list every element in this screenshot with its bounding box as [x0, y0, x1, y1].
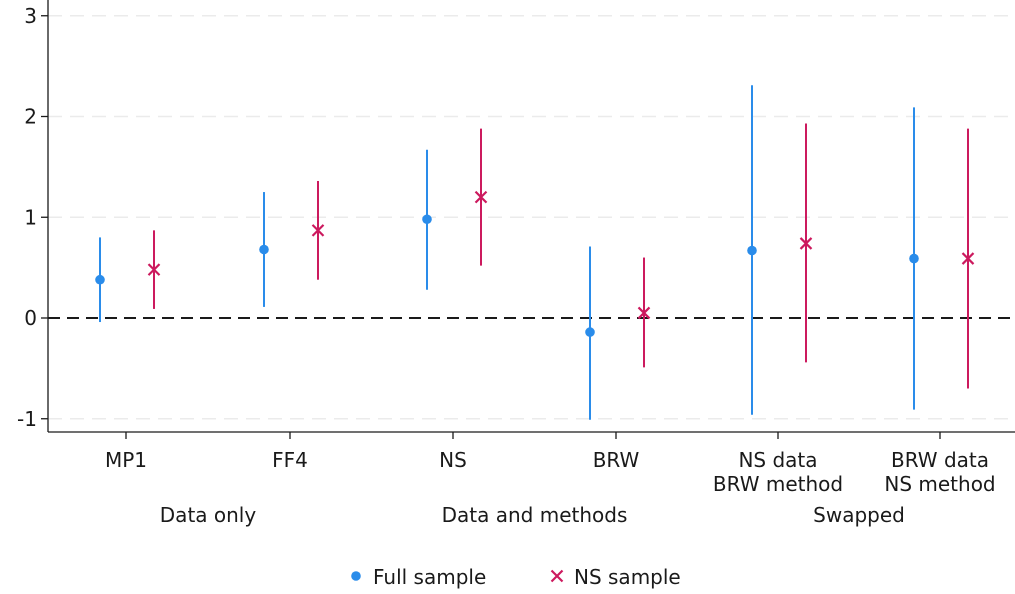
group-labels: Data only Data and methods Swapped — [160, 503, 905, 527]
x-tick-label: BRW method — [713, 472, 843, 496]
point-estimate-x — [799, 237, 813, 250]
group-label: Data and methods — [442, 503, 628, 527]
point-estimate-x — [311, 224, 325, 237]
y-tick-label: 2 — [24, 105, 37, 129]
point-estimate-dot — [747, 245, 757, 256]
y-tick-label: 3 — [24, 4, 37, 28]
group-label: Swapped — [813, 503, 905, 527]
point-estimate-x — [474, 190, 488, 204]
x-tick-label: NS method — [884, 472, 995, 496]
point-estimate-dot — [909, 253, 919, 264]
x-tick-label: MP1 — [105, 448, 147, 472]
series — [95, 85, 975, 420]
point-estimate-dot — [259, 244, 269, 255]
legend-x-icon — [550, 569, 564, 583]
point-estimate-x — [961, 252, 975, 265]
legend: Full sample NS sample — [351, 565, 681, 589]
x-tick-label: NS — [439, 448, 467, 472]
point-estimate-dot — [95, 274, 105, 285]
point-estimate-dot — [422, 214, 432, 225]
series-full-sample — [95, 85, 919, 420]
legend-label: NS sample — [574, 565, 681, 589]
y-tick-label: 0 — [24, 306, 37, 330]
x-tick-label: NS data — [738, 448, 817, 472]
group-label: Data only — [160, 503, 257, 527]
x-tick-label: BRW — [593, 448, 640, 472]
x-tick-label: FF4 — [272, 448, 308, 472]
axes: -1 0 1 2 3 — [17, 0, 1015, 439]
legend-dot-icon — [351, 571, 361, 581]
point-estimate-dot — [585, 327, 595, 337]
point-estimate-x — [147, 263, 161, 276]
y-tick-label: -1 — [17, 407, 37, 431]
point-estimate-x — [637, 306, 651, 320]
y-tick-label: 1 — [24, 205, 37, 229]
x-tick-label: BRW data — [891, 448, 989, 472]
gridlines — [48, 15, 1015, 420]
legend-label: Full sample — [373, 565, 486, 589]
series-ns-sample — [147, 123, 975, 389]
